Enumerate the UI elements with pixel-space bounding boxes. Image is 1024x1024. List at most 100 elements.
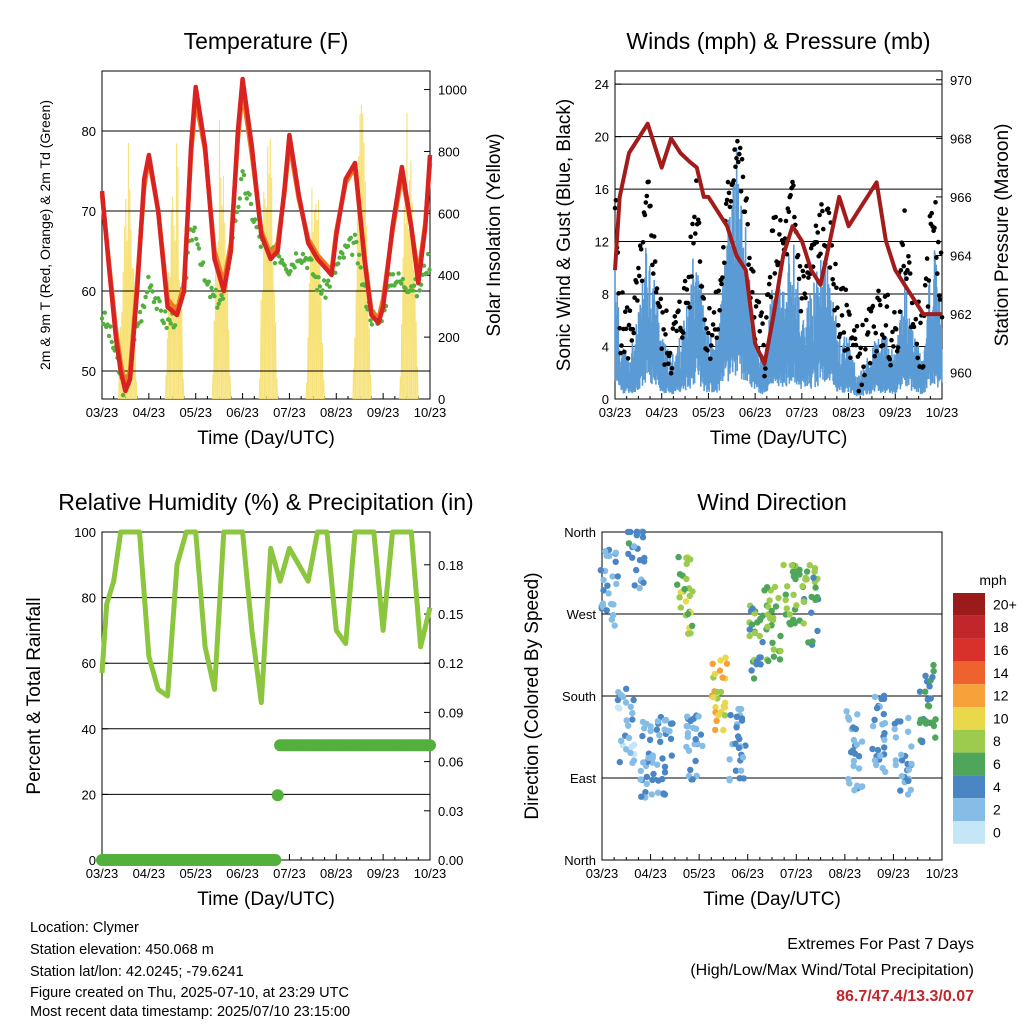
direction-point — [630, 543, 638, 550]
direction-point — [812, 584, 819, 591]
direction-point — [643, 773, 651, 781]
direction-point — [871, 757, 879, 764]
dewpoint-point — [146, 274, 151, 280]
dewpoint-point — [323, 295, 328, 300]
dewpoint-point — [102, 310, 108, 315]
direction-point — [754, 619, 761, 626]
gust-point — [654, 286, 660, 291]
gust-point — [872, 353, 877, 359]
gust-point — [680, 330, 686, 335]
y-tick-label: 80 — [82, 124, 96, 139]
direction-point — [726, 775, 733, 783]
gust-point — [722, 260, 727, 266]
direction-point — [609, 573, 616, 580]
gust-point — [911, 324, 917, 330]
dewpoint-point — [282, 263, 287, 268]
gust-point — [696, 220, 702, 226]
y2-tick-label: 0.00 — [438, 853, 463, 868]
gust-point — [889, 337, 894, 343]
gust-point — [764, 315, 769, 320]
direction-point — [637, 767, 644, 775]
gust-point — [612, 205, 618, 211]
pressure-line — [613, 121, 942, 366]
y-tick-label: 8 — [602, 287, 609, 302]
dewpoint-point — [253, 217, 258, 222]
gust-point — [826, 210, 832, 216]
legend-label: 12 — [993, 688, 1009, 704]
direction-point — [800, 620, 807, 627]
gust-point — [939, 315, 945, 320]
y2-tick-label: 1000 — [438, 83, 467, 98]
y-tick-label: 0 — [89, 853, 96, 868]
direction-point — [669, 720, 676, 727]
y-tick-label: 80 — [82, 591, 96, 606]
x-tick-label: 05/23 — [692, 405, 725, 420]
direction-point — [932, 716, 939, 723]
y2-axis-label: Station Pressure (Maroon) — [992, 124, 1013, 347]
direction-point — [726, 756, 733, 763]
gust-point — [900, 242, 906, 248]
gust-point — [617, 325, 622, 331]
y2-tick-label: 960 — [950, 366, 972, 381]
direction-point — [661, 763, 669, 770]
direction-point — [771, 583, 779, 591]
y2-tick-label: 0 — [438, 392, 445, 407]
gust-point — [918, 320, 923, 326]
y2-axis-label: Solar Insolation (Yellow) — [484, 133, 505, 336]
y2-tick-label: 966 — [950, 190, 972, 205]
gust-point — [767, 274, 773, 280]
gust-point — [682, 278, 688, 284]
direction-point — [898, 751, 905, 758]
direction-point — [873, 704, 881, 712]
gust-point — [673, 320, 678, 325]
direction-point — [639, 528, 647, 536]
x-tick-label: 09/23 — [879, 405, 912, 420]
dewpoint-point — [300, 251, 306, 257]
gust-point — [632, 295, 637, 301]
direction-point — [786, 611, 793, 618]
dewpoint-point — [99, 316, 105, 321]
y-axis-label: Direction (Colored By Speed) — [522, 572, 543, 819]
footer-elevation: Station elevation: 450.068 m — [30, 942, 214, 958]
direction-point — [918, 737, 926, 745]
gust-point — [689, 274, 694, 279]
direction-point — [790, 591, 797, 598]
gust-point — [835, 305, 840, 311]
direction-point — [782, 596, 789, 604]
gust-point — [772, 271, 778, 276]
direction-point — [853, 741, 860, 748]
gust-point — [798, 308, 804, 314]
footer-created: Figure created on Thu, 2025-07-10, at 23… — [30, 985, 349, 1001]
direction-point — [625, 550, 632, 558]
direction-point — [661, 791, 669, 798]
dewpoint-point — [151, 299, 157, 305]
dewpoint-point — [326, 278, 331, 283]
y2-tick-label: 0.09 — [438, 705, 463, 720]
y2-tick-label: 970 — [950, 73, 972, 88]
direction-point — [924, 702, 932, 709]
dewpoint-point — [191, 228, 196, 234]
direction-point — [650, 770, 657, 778]
dewpoint-point — [247, 192, 252, 197]
direction-point — [622, 699, 630, 706]
direction-point — [614, 696, 622, 704]
x-tick-label: 04/23 — [133, 405, 166, 420]
dewpoint-point — [212, 294, 217, 299]
y-tick-label: 50 — [82, 364, 96, 379]
x-tick-label: 10/23 — [926, 866, 959, 881]
direction-point — [615, 689, 622, 696]
winds-pressure-chart: Winds (mph) & Pressure (mb) 03/23 04/23 05/… — [554, 28, 1013, 449]
gust-point — [652, 259, 658, 264]
x-tick-label: 07/23 — [780, 866, 813, 881]
gust-point — [717, 308, 722, 313]
gust-point — [684, 287, 690, 292]
dewpoint-point — [154, 306, 159, 311]
gust-point — [751, 269, 756, 274]
solar-spike — [276, 378, 279, 400]
direction-point — [643, 780, 650, 787]
gust-point — [885, 292, 891, 298]
gust-point — [716, 288, 721, 294]
direction-point — [675, 553, 682, 561]
direction-point — [681, 585, 688, 593]
footer-location: Location: Clymer — [30, 920, 139, 936]
